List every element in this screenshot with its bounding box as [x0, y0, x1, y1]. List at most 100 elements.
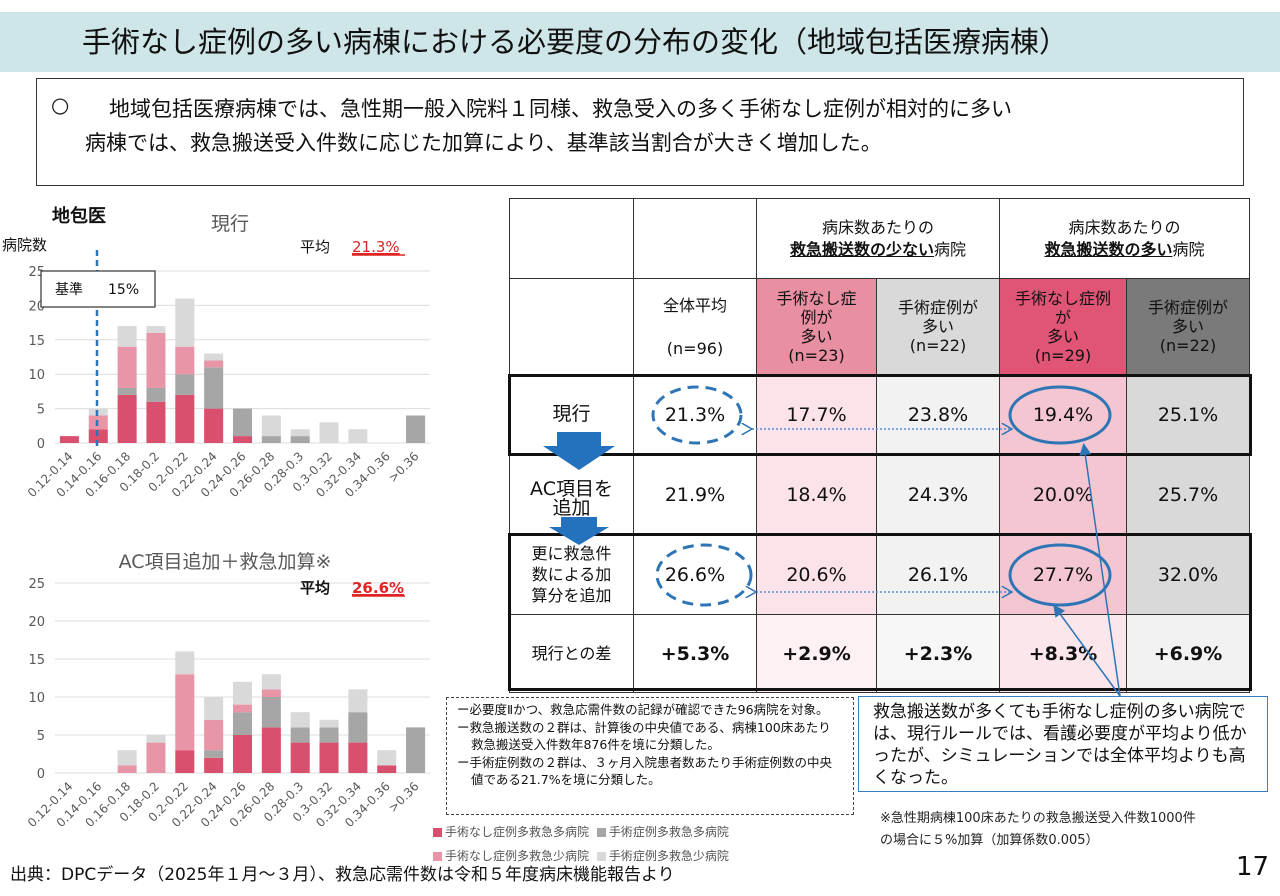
table-row-ems-added: 更に救急件 数による加 算分を追加 26.6% 20.6% 26.1% 27.7… [509, 534, 1250, 615]
group-header-line: 病床数あたりの [1068, 217, 1181, 237]
bar-segment [175, 750, 195, 773]
col-header-line: 多い [800, 326, 833, 346]
table-empty-cell [509, 278, 634, 375]
table-cell: +6.9% [1126, 614, 1250, 693]
group-header-suffix: 病院 [1172, 239, 1205, 259]
threshold-value: 15% [108, 282, 139, 298]
bar-segment [146, 332, 166, 388]
bar-segment [377, 750, 397, 766]
table-cell: +8.3% [999, 614, 1127, 693]
row-label: 現行との差 [509, 614, 634, 693]
legend-label: 手術なし症例多救急多病院 [445, 825, 590, 839]
notes-box: ー必要度Ⅱかつ、救急応需件数の記録が確認できた96病院を対象。 ー救急搬送数の２… [446, 697, 854, 815]
bar-segment [88, 415, 108, 430]
legend-item: 手術なし症例多救急少病院 [433, 849, 589, 863]
average-label: 平均 [300, 238, 330, 256]
bar-segment [232, 681, 253, 705]
note-item: ー手術症例数の２群は、３ヶ月入院患者数あたり手術症例数の中央値である21.7%を… [457, 754, 833, 788]
bar-segment [290, 712, 310, 728]
bar-segment [175, 674, 195, 751]
summary-line-1: 地域包括医療病棟では、急性期一般入院料１同様、救急受入の多く手術なし症例が相対的… [109, 97, 1012, 121]
row-label: AC項目を 追加 [509, 454, 634, 535]
bar-segment [175, 298, 195, 347]
page-title: 手術なし症例の多い病棟における必要度の分布の変化（地域包括医療病棟） [82, 25, 1069, 59]
bar-segment [406, 727, 426, 773]
bar-segment [261, 415, 281, 437]
note-item: ー必要度Ⅱかつ、救急応需件数の記録が確認できた96病院を対象。 [457, 702, 829, 717]
col-header-line: 多い [1046, 326, 1079, 346]
bar-segment [319, 719, 339, 728]
bar-segment [348, 689, 368, 713]
y-tick-label: 0 [37, 437, 45, 452]
callout-box: 救急搬送数が多くても手術なし症例の多い病院では、現行ルールでは、看護必要度が平均… [858, 696, 1268, 792]
group-header-bold: 救急搬送数の少ない [789, 239, 934, 259]
bullet-circle: ○ [51, 93, 70, 117]
col-header-line: 例が [800, 307, 833, 327]
bar-segment [319, 422, 339, 443]
legend-swatch [596, 852, 606, 861]
average-value: 26.6% [352, 579, 404, 597]
table-cell: 26.6% [633, 534, 757, 615]
y-tick-label: 10 [28, 691, 45, 706]
callout-pointer [1053, 604, 1121, 697]
chart-legend: 手術なし症例多救急多病院 手術症例多救急多病院 手術なし症例多救急少病院 手術症… [433, 820, 733, 868]
chart-current-svg: 地包医病院数05101520250.12-0.140.14-0.160.16-0… [2, 205, 430, 500]
footnote-line: の場合に５%加算（加算係数0.005） [880, 833, 1099, 848]
table-cell: +5.3% [633, 614, 757, 693]
table-cell: 17.7% [756, 374, 877, 455]
bar-segment [319, 727, 339, 743]
bar-segment [290, 429, 310, 437]
col-header-line: 多い [1171, 317, 1204, 336]
bar-segment [117, 346, 137, 388]
callout-pointer [1079, 443, 1121, 697]
bar-segment [290, 436, 310, 443]
col-header-many-surg: 手術症例が 多い (n=22) [1126, 278, 1250, 375]
down-arrow-icon [543, 432, 615, 470]
bar-segment [348, 742, 368, 773]
bar-segment [117, 765, 137, 773]
down-arrow-icon [549, 517, 609, 545]
col-header-line: 手術症例が [897, 298, 978, 317]
y-tick-label: 5 [37, 403, 45, 418]
table-row-current: 現行 21.3% 17.7% 23.8% 19.4% 25.1% [509, 374, 1250, 455]
chart-title: 現行 [211, 213, 249, 235]
bar-segment [204, 367, 224, 409]
source-note: 出典：DPCデータ（2025年１月～３月）、救急応需件数は令和５年度病床機能報告… [10, 865, 675, 885]
bar-segment [175, 651, 195, 675]
col-header-few-nosurg: 手術なし症 例が 多い (n=23) [756, 278, 877, 375]
bar-segment [204, 353, 224, 361]
legend-swatch [433, 852, 442, 861]
col-header-many-nosurg: 手術なし症例 が 多い (n=29) [999, 278, 1127, 375]
y-tick-label: 10 [28, 368, 45, 383]
col-header-n: (n=23) [788, 345, 845, 365]
y-tick-label: 15 [28, 334, 45, 349]
bar-segment [204, 719, 224, 751]
legend-swatch [596, 828, 606, 837]
row-label-line: 現行との差 [531, 644, 612, 663]
group-header-few-ems: 病床数あたりの 救急搬送数の少ない病院 [756, 198, 1000, 279]
group-header-many-ems: 病床数あたりの 救急搬送数の多い病院 [999, 198, 1250, 279]
bar-segment [204, 750, 224, 758]
table-cell: +2.3% [876, 614, 1000, 693]
bar-segment [319, 742, 339, 773]
section-label: 地包医 [52, 205, 106, 227]
col-header-n: (n=22) [909, 336, 967, 355]
bar-segment [204, 408, 224, 443]
bar-segment [204, 360, 224, 368]
bar-segment [146, 387, 166, 402]
bar-segment [406, 415, 426, 443]
average-value: 21.3% [352, 238, 400, 256]
bar-segment [175, 374, 195, 395]
col-header-line: 手術なし症 [776, 288, 857, 308]
legend-item: 手術症例多救急少病院 [596, 849, 729, 863]
legend-swatch [433, 828, 442, 837]
footnote-line: ※急性期病棟100床あたりの救急搬送受入件数1000件 [880, 811, 1196, 826]
legend-item: 手術なし症例多救急多病院 [433, 825, 589, 839]
table-cell: 26.1% [876, 534, 1000, 615]
row-label-line: 算分を追加 [531, 586, 612, 605]
threshold-label: 基準 [55, 281, 83, 298]
bar-segment [232, 704, 253, 713]
table-row-diff: 現行との差 +5.3% +2.9% +2.3% +8.3% +6.9% [509, 614, 1250, 693]
bar-segment [232, 735, 253, 773]
table-header-row-1: 病床数あたりの 救急搬送数の少ない病院 病床数あたりの 救急搬送数の多い病院 [509, 198, 1250, 279]
